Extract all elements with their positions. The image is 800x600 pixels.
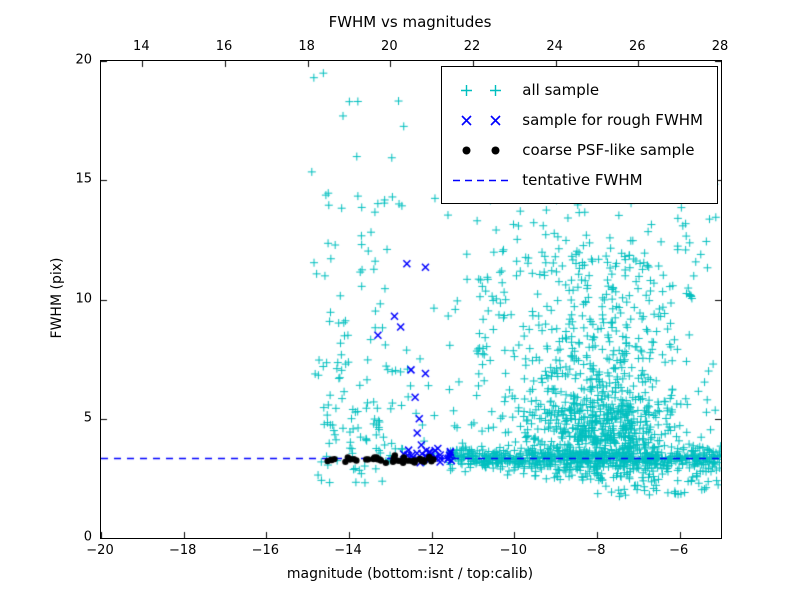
legend-marker-group <box>452 174 510 187</box>
top-tick-label: 16 <box>215 39 233 54</box>
dashed-line-icon <box>453 179 510 181</box>
legend-marker-group <box>452 114 510 127</box>
dot-marker-icon <box>462 146 471 154</box>
legend-entry: sample for rough FWHM <box>452 105 703 135</box>
top-tick-label: 18 <box>298 39 315 54</box>
top-tick-label: 24 <box>546 39 563 54</box>
x-tick-label: −12 <box>416 543 445 558</box>
chart-title: FWHM vs magnitudes <box>328 13 492 31</box>
x-tick-label: −16 <box>251 543 280 558</box>
legend: all sample sample for rough FWHM coarse PS… <box>441 66 718 204</box>
plus-marker-icon <box>490 84 502 96</box>
y-tick-label: 10 <box>75 291 92 306</box>
legend-entry-label: all sample <box>522 81 600 99</box>
x-tick-label: −8 <box>586 543 606 558</box>
legend-entry: coarse PSF-like sample <box>452 135 703 165</box>
x-tick-label: −20 <box>86 543 114 558</box>
top-tick-label: 26 <box>629 39 646 54</box>
dot-marker-icon <box>491 146 500 154</box>
y-tick-label: 5 <box>83 410 92 426</box>
x-tick-label: −6 <box>669 543 689 558</box>
x-tick-label: −10 <box>499 543 528 558</box>
y-tick-label: 20 <box>75 52 92 68</box>
legend-entry: tentative FWHM <box>452 165 703 195</box>
top-tick-label: 14 <box>133 39 150 54</box>
y-tick-label: 0 <box>83 529 92 545</box>
x-tick-label: −18 <box>168 543 197 558</box>
top-tick-label: 28 <box>711 39 729 54</box>
top-tick-label: 20 <box>381 39 398 54</box>
x-axis-label: magnitude (bottom:isnt / top:calib) <box>286 566 534 582</box>
legend-entry-label: sample for rough FWHM <box>522 111 703 129</box>
y-tick-label: 15 <box>75 171 92 187</box>
top-tick-label: 22 <box>463 39 481 54</box>
legend-marker-group <box>452 144 510 157</box>
legend-entry-label: tentative FWHM <box>522 171 643 189</box>
legend-entry-label: coarse PSF-like sample <box>522 141 695 159</box>
plus-marker-icon <box>461 84 473 96</box>
y-axis-label: FWHM (pix) <box>49 257 65 339</box>
x-tick-label: −14 <box>334 543 362 558</box>
legend-marker-group <box>452 84 510 97</box>
x-marker-icon <box>461 114 472 126</box>
legend-entry: all sample <box>452 75 703 105</box>
x-marker-icon <box>490 114 501 126</box>
